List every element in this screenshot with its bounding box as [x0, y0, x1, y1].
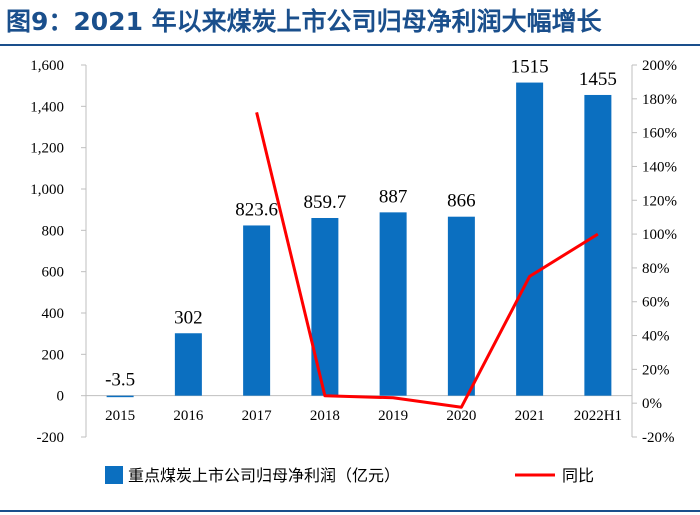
right-tick-label: 180% [642, 92, 677, 108]
title-divider [0, 44, 700, 46]
bar-2022H1 [584, 94, 612, 396]
bar-2017 [243, 225, 271, 396]
left-tick-label: 800 [42, 223, 65, 239]
x-tick-label: 2016 [173, 408, 204, 424]
bar-series [106, 82, 612, 398]
right-tick-label: 100% [642, 227, 677, 243]
right-tick-label: 0% [642, 396, 662, 412]
data-labels: -3.5 302 823.6 859.7 887 866 1515 1455 [105, 57, 617, 391]
data-label-2017: 823.6 [235, 199, 278, 220]
x-tick-label: 2018 [310, 408, 340, 424]
left-tick-label: 600 [42, 265, 65, 281]
left-tick-label: 1,000 [30, 182, 64, 198]
right-tick-label: 20% [642, 362, 670, 378]
bar-2019 [379, 212, 407, 396]
x-tick-label: 2021 [515, 408, 545, 424]
legend-bar-swatch [105, 466, 123, 484]
right-tick-label: 60% [642, 295, 670, 311]
x-tick-label: 2017 [242, 408, 273, 424]
right-tick-label: 40% [642, 329, 670, 345]
left-tick-label: 1,200 [30, 141, 64, 157]
data-label-2019: 887 [379, 186, 408, 207]
left-tick-label: 200 [42, 347, 65, 363]
bar-2018 [311, 217, 339, 396]
data-label-2016: 302 [174, 307, 203, 328]
right-tick-label: 80% [642, 261, 670, 277]
page-title: 图9：2021 年以来煤炭上市公司归母净利润大幅增长 [6, 7, 602, 36]
bar-2016 [174, 333, 202, 396]
bottom-divider [0, 510, 700, 512]
data-label-2020: 866 [447, 191, 476, 212]
right-tick-label: 160% [642, 126, 677, 142]
left-tick-label: 1,600 [30, 58, 64, 74]
x-tick-label: 2019 [378, 408, 408, 424]
line-series [255, 111, 599, 409]
data-label-2021: 1515 [511, 57, 549, 78]
right-tick-label: 120% [642, 193, 677, 209]
chart-axes: -200 0 200 400 600 800 1,000 1,200 1,400 1,600 -20… [30, 58, 677, 446]
data-label-2022H1: 1455 [579, 69, 617, 90]
x-tick-label: 2020 [446, 408, 476, 424]
data-label-2015: -3.5 [105, 370, 135, 391]
yoy-line [255, 111, 599, 409]
left-tick-label: 1,400 [30, 99, 64, 115]
left-tick-label: 0 [57, 389, 65, 405]
legend-bar-label: 重点煤炭上市公司归母净利润（亿元） [128, 466, 400, 485]
legend: 重点煤炭上市公司归母净利润（亿元） 同比 [105, 466, 594, 485]
right-tick-label: 140% [642, 159, 677, 175]
legend-line-label: 同比 [562, 466, 594, 485]
bar-2020 [447, 216, 475, 396]
right-tick-label: -20% [642, 430, 675, 446]
x-tick-label: 2015 [105, 408, 135, 424]
bar-2015 [106, 395, 134, 398]
left-tick-label: -200 [37, 430, 65, 446]
right-tick-label: 200% [642, 58, 677, 74]
left-tick-label: 400 [42, 306, 65, 322]
bar-2021 [516, 82, 544, 396]
x-tick-label: 2022H1 [574, 408, 622, 424]
data-label-2018: 859.7 [304, 192, 347, 213]
